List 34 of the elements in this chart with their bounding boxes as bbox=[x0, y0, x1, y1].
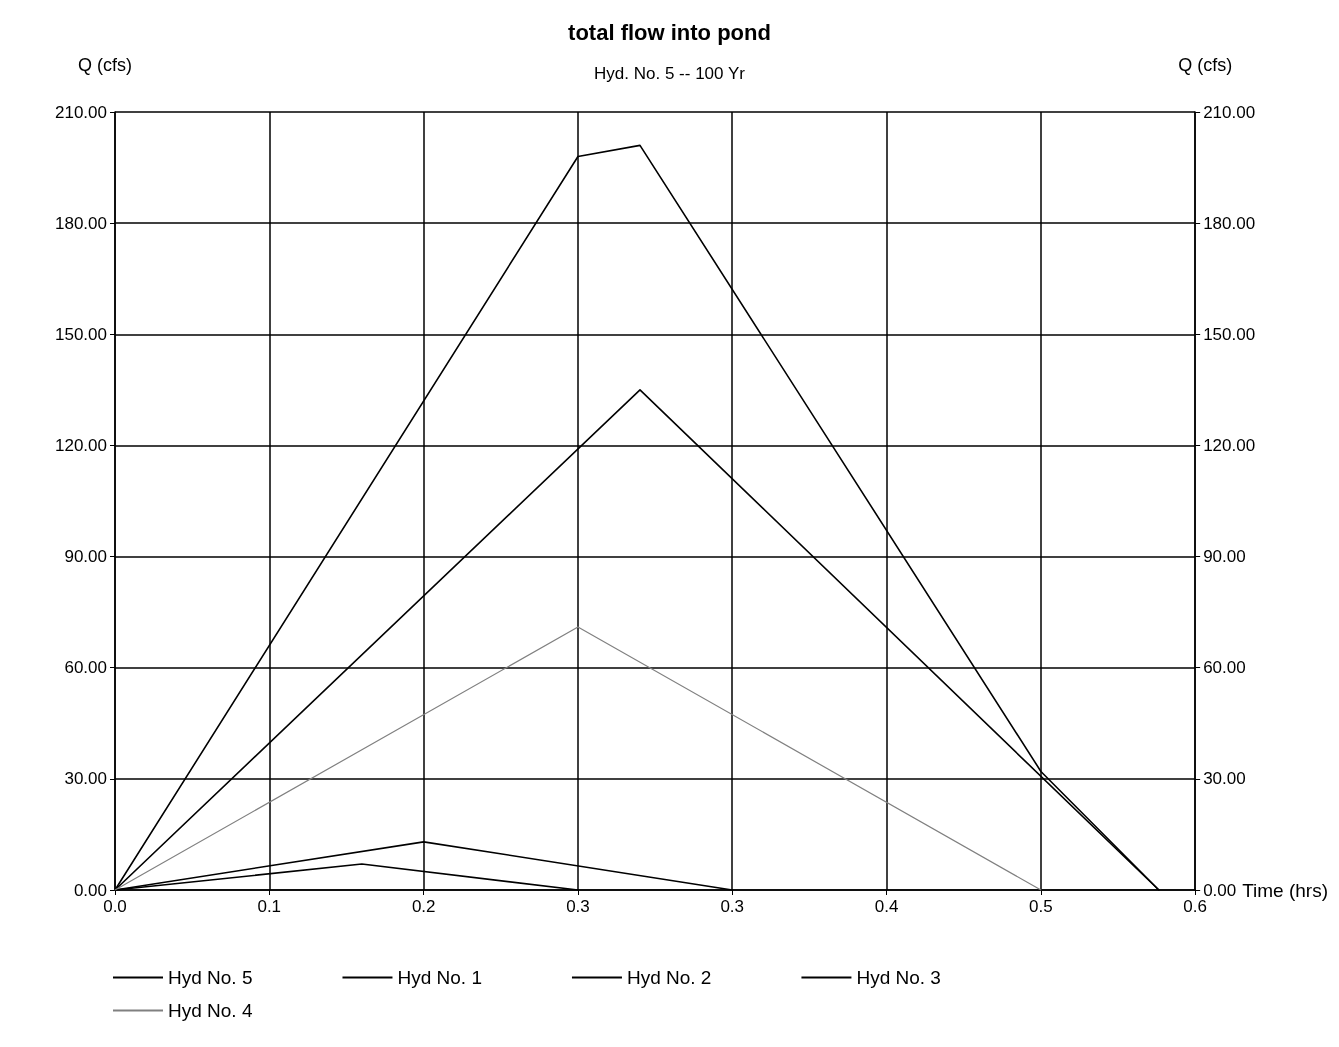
x-tick-label: 0.4 bbox=[874, 897, 899, 916]
y-tick-label: 60.00 bbox=[64, 658, 107, 678]
x-tick-label: 0.0 bbox=[103, 897, 127, 916]
y2-tick-label: 90.00 bbox=[1203, 547, 1246, 567]
y-tick-label: 120.00 bbox=[55, 435, 107, 455]
y2-axis-title: Q (cfs) bbox=[1178, 55, 1233, 75]
y-tick-label: 90.00 bbox=[64, 547, 107, 567]
x-tick-label: 0.1 bbox=[257, 897, 282, 916]
y2-tick-label: 60.00 bbox=[1203, 658, 1246, 678]
x-tick-label: 0.3 bbox=[566, 897, 590, 916]
y2-tick-label: 210.00 bbox=[1203, 102, 1256, 122]
legend-label: Hyd No. 3 bbox=[856, 967, 1017, 988]
x-tick-label: 0.5 bbox=[1029, 897, 1053, 916]
y-tick-label: 30.00 bbox=[64, 769, 107, 789]
chart-subtitle: Hyd. No. 5 -- 100 Yr bbox=[594, 64, 746, 83]
y2-tick-label: 0.00 bbox=[1203, 880, 1237, 900]
x-tick-label: 0.6 bbox=[1183, 897, 1207, 916]
x-tick-label: 0.3 bbox=[720, 897, 745, 916]
y-tick-label: 180.00 bbox=[55, 213, 107, 233]
x-axis-title: Time (hrs) bbox=[1242, 879, 1328, 901]
x-tick-label: 0.2 bbox=[411, 897, 436, 916]
legend-label: Hyd No. 2 bbox=[626, 967, 788, 988]
y2-tick-label: 180.00 bbox=[1203, 213, 1256, 233]
legend-label: Hyd No. 5 bbox=[168, 967, 329, 988]
y-axis-title: Q (cfs) bbox=[78, 55, 132, 75]
y2-tick-label: 30.00 bbox=[1203, 769, 1246, 789]
legend-label: Hyd No. 1 bbox=[397, 967, 558, 988]
chart-title: total flow into pond bbox=[568, 19, 771, 45]
y-tick-label: 210.00 bbox=[55, 102, 107, 122]
y-tick-label: 150.00 bbox=[55, 324, 107, 344]
legend-label: Hyd No. 4 bbox=[168, 1000, 329, 1021]
y2-tick-label: 120.00 bbox=[1203, 435, 1256, 455]
y-tick-label: 0.00 bbox=[73, 880, 107, 900]
y2-tick-label: 150.00 bbox=[1203, 324, 1256, 344]
